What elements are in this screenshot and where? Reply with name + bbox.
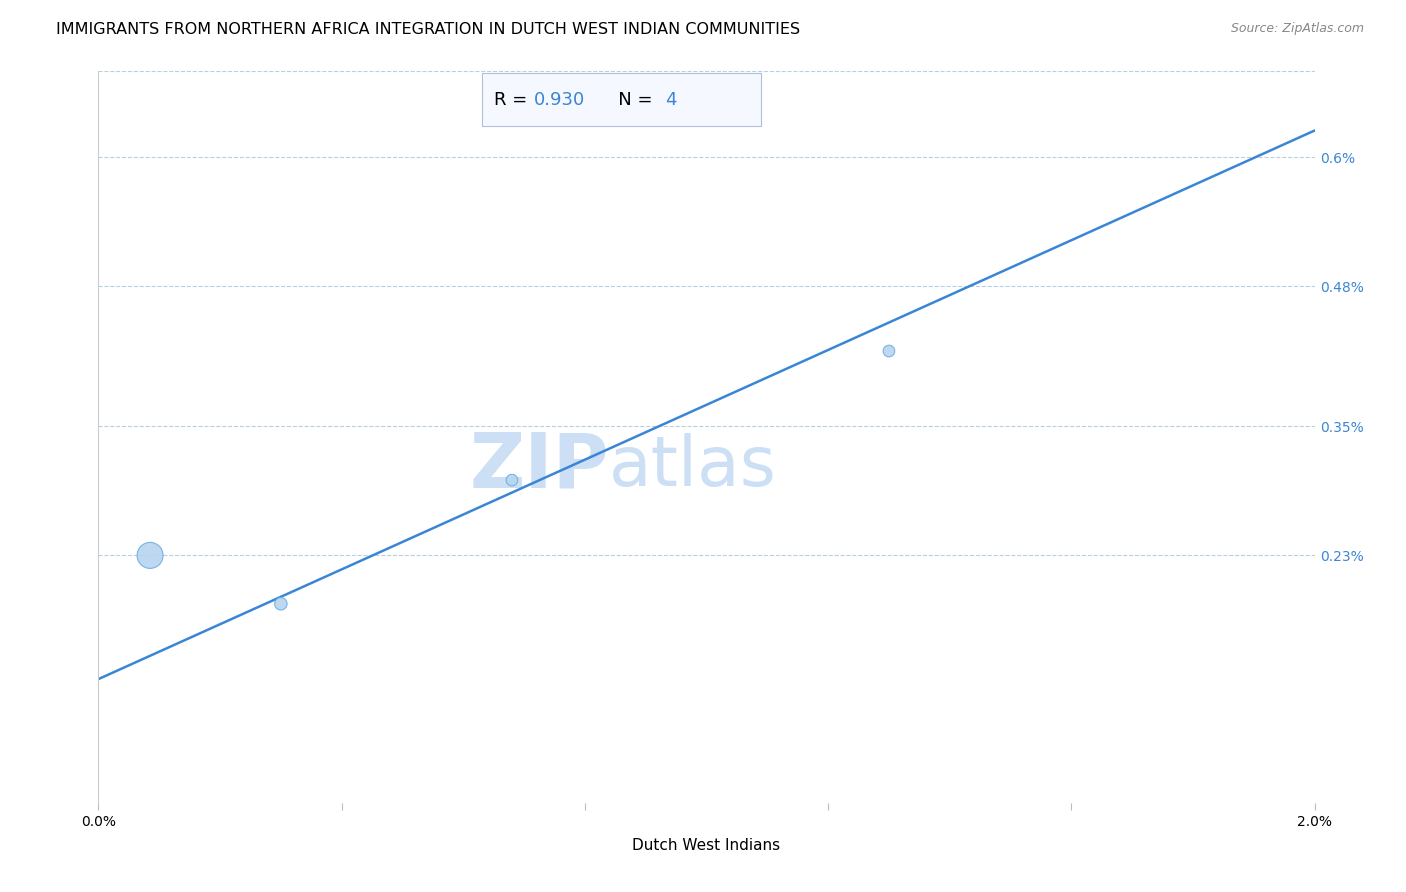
Text: atlas: atlas — [609, 433, 778, 500]
FancyBboxPatch shape — [481, 73, 761, 126]
Point — [139, 549, 162, 563]
Text: N =: N = — [600, 90, 658, 109]
Text: Source: ZipAtlas.com: Source: ZipAtlas.com — [1230, 22, 1364, 36]
Text: 0.930: 0.930 — [534, 90, 585, 109]
Point — [270, 597, 292, 611]
Point — [877, 344, 900, 359]
Text: IMMIGRANTS FROM NORTHERN AFRICA INTEGRATION IN DUTCH WEST INDIAN COMMUNITIES: IMMIGRANTS FROM NORTHERN AFRICA INTEGRAT… — [56, 22, 800, 37]
Text: R =: R = — [494, 90, 533, 109]
Point — [501, 473, 523, 487]
X-axis label: Dutch West Indians: Dutch West Indians — [633, 838, 780, 853]
Text: 4: 4 — [665, 90, 676, 109]
Text: ZIP: ZIP — [470, 429, 609, 503]
